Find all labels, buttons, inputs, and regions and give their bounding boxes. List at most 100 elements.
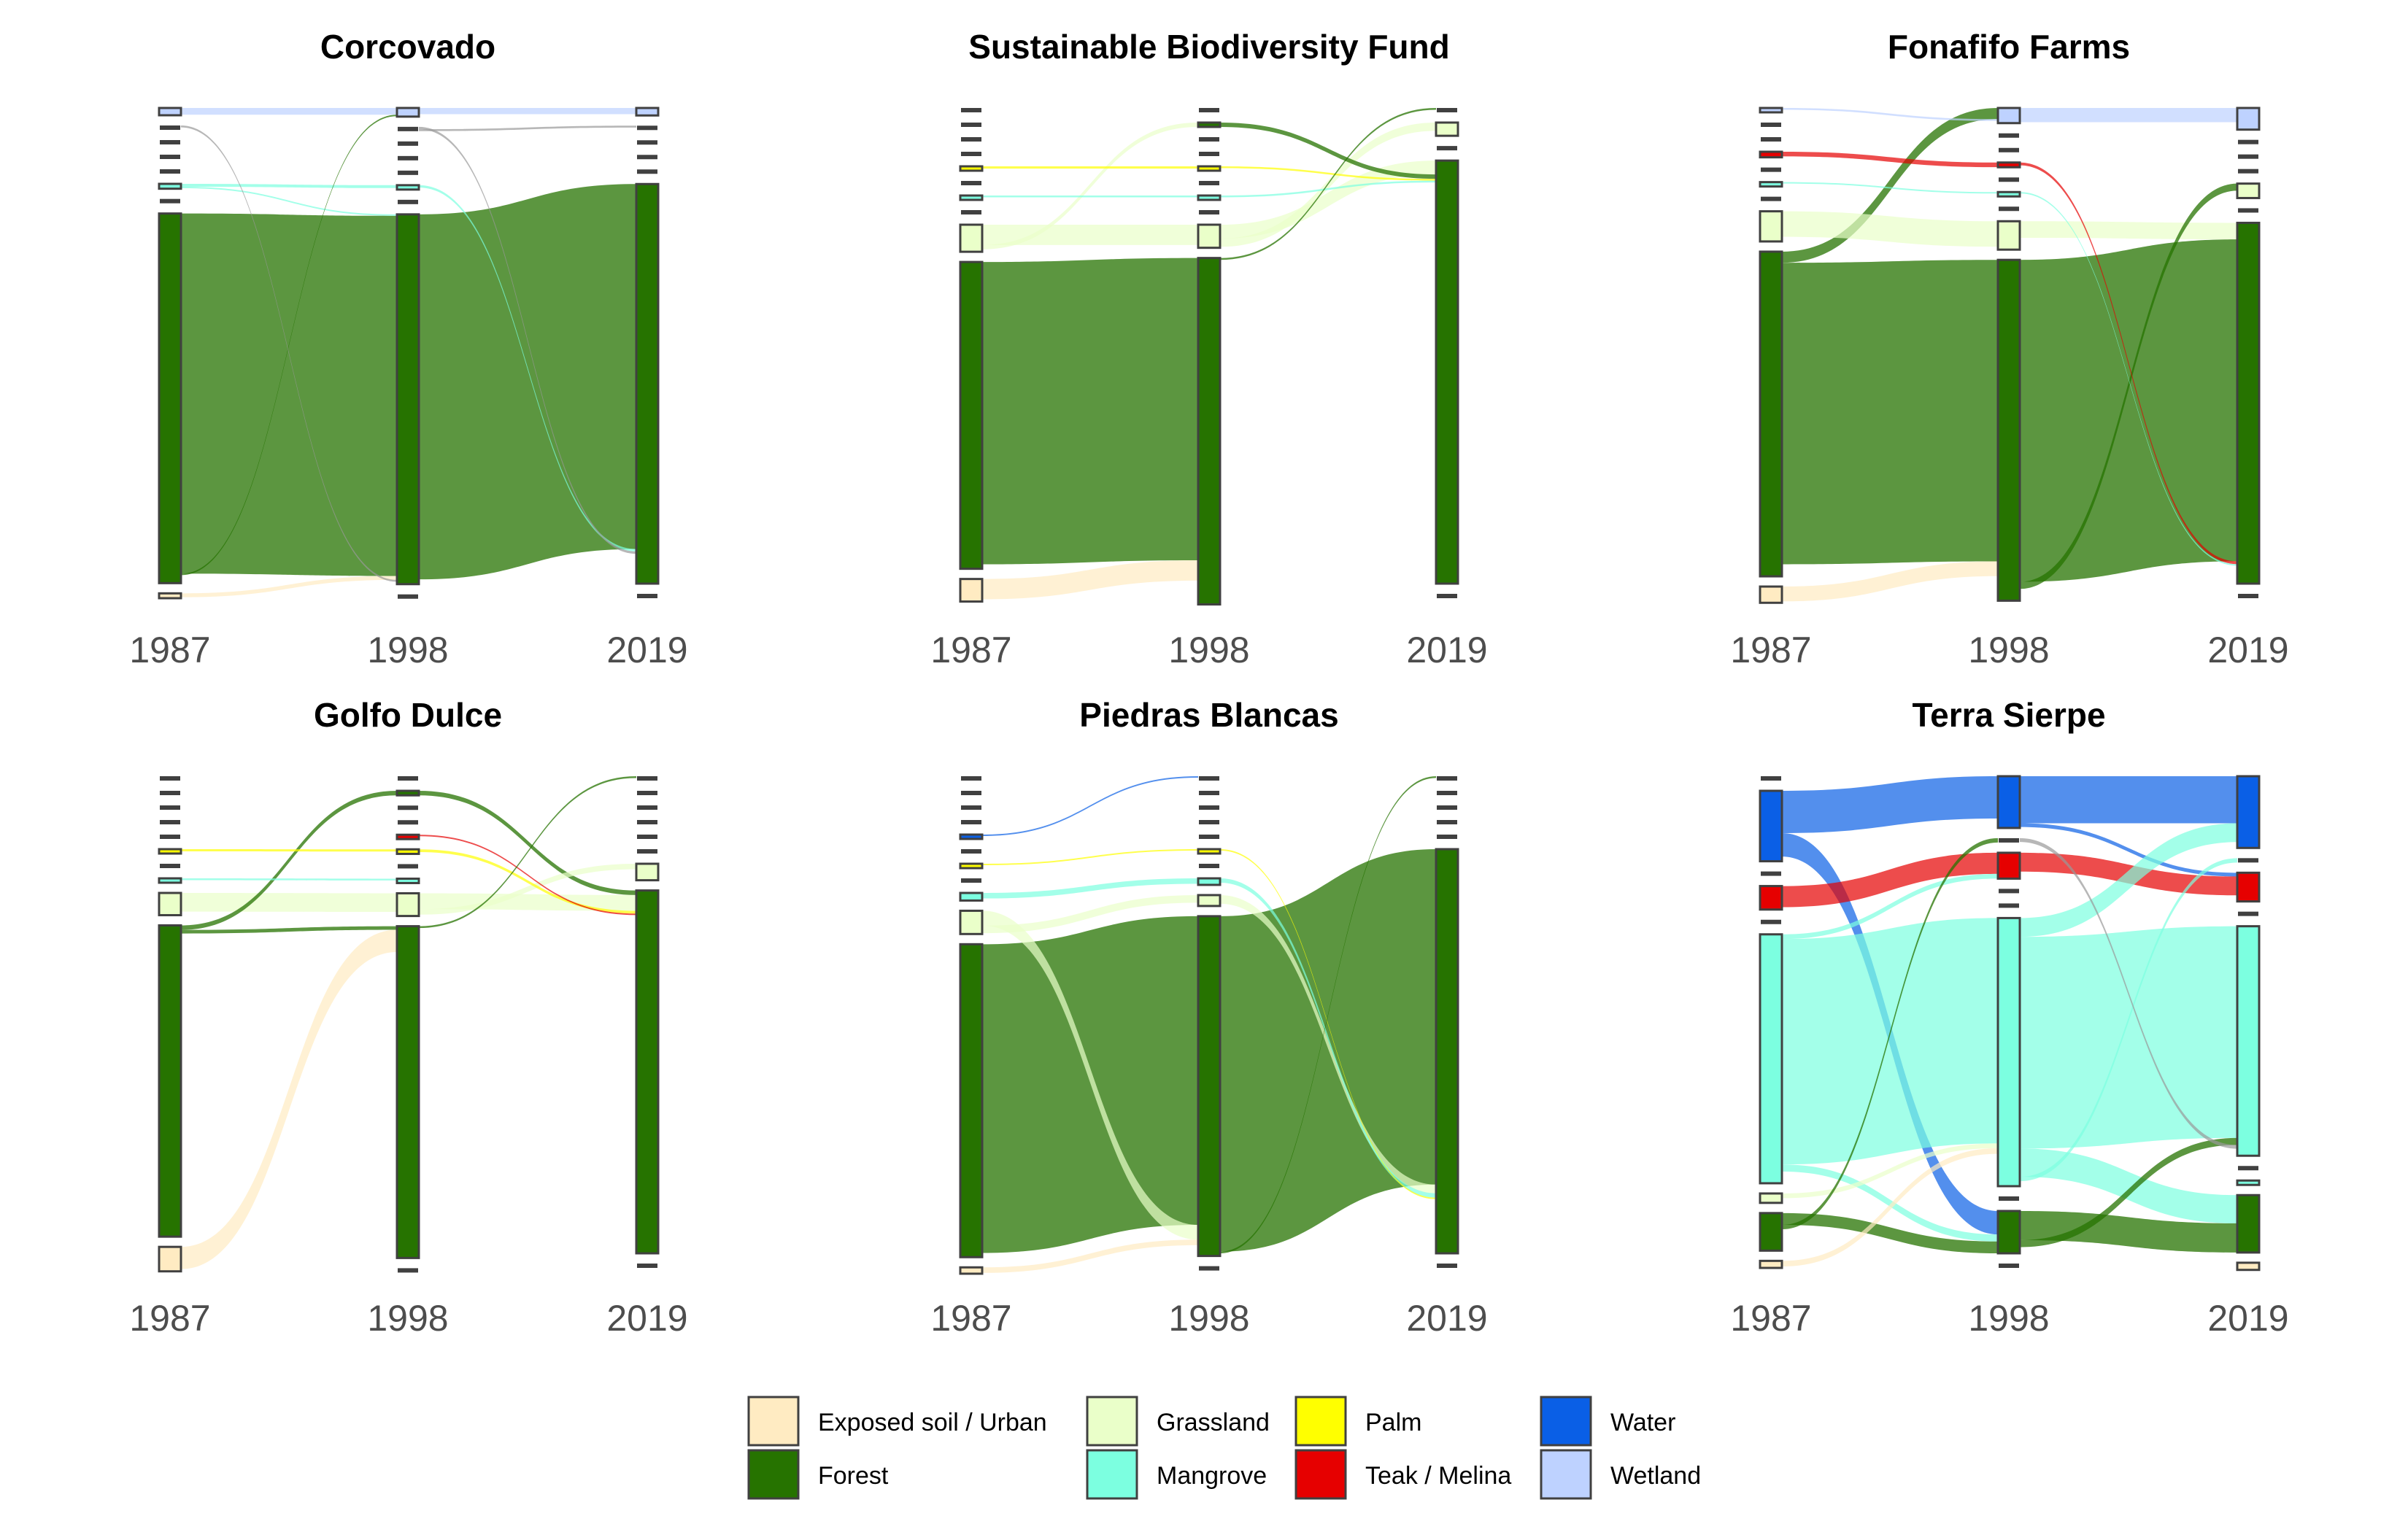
flow-forest-to-grassland bbox=[2020, 183, 2237, 589]
node-mangrove bbox=[1759, 933, 1783, 1185]
legend-swatch bbox=[1294, 1396, 1347, 1447]
panel-sustainable-biodiversity-fund: Sustainable Biodiversity Fund 1987 1998 201… bbox=[930, 28, 1487, 670]
flow-forest-to-forest bbox=[982, 916, 1198, 1253]
flow-grassland-to-forest bbox=[1220, 894, 1436, 1194]
node-forest bbox=[2236, 1194, 2261, 1254]
node-exposed bbox=[1759, 585, 1783, 604]
node-other bbox=[2238, 154, 2258, 159]
flows bbox=[1782, 108, 2237, 602]
node-grassland bbox=[1759, 1192, 1783, 1204]
node-other bbox=[398, 805, 418, 811]
panel-corcovado: Corcovado 1987 1998 2019 bbox=[129, 28, 687, 670]
flow-grassland-to-grassland bbox=[982, 894, 1198, 934]
panel-title: Golfo Dulce bbox=[314, 696, 502, 734]
flows bbox=[1782, 776, 2237, 1267]
flow-mangrove-to-mangrove bbox=[1782, 182, 1998, 194]
node-other bbox=[1199, 835, 1219, 839]
node-water bbox=[1996, 775, 2021, 829]
flow-water-to-water bbox=[1782, 776, 1998, 833]
nodes bbox=[1759, 107, 2261, 604]
node-mangrove bbox=[158, 182, 182, 190]
node-other bbox=[160, 835, 180, 839]
flow-exposed-to-forest bbox=[1782, 561, 1998, 602]
node-other bbox=[160, 791, 180, 795]
node-palm bbox=[959, 862, 984, 870]
node-other bbox=[1999, 147, 2019, 152]
node-other bbox=[160, 820, 180, 824]
flow-other-to-forest bbox=[419, 126, 636, 554]
node-other bbox=[160, 864, 180, 868]
node-other bbox=[637, 125, 657, 131]
node-wetland bbox=[1759, 107, 1783, 114]
node-forest bbox=[1197, 257, 1222, 606]
legend-label: Grassland bbox=[1157, 1409, 1270, 1436]
flow-grassland-to-mangrove bbox=[1782, 1143, 1998, 1199]
node-palm bbox=[395, 848, 420, 855]
node-other bbox=[1761, 137, 1781, 142]
node-forest bbox=[635, 182, 660, 585]
flow-other-to-mangrove bbox=[2020, 837, 2237, 1149]
flow-palm-to-forest bbox=[419, 849, 636, 914]
legend-item-grassland: Grassland bbox=[1086, 1396, 1270, 1447]
flow-forest-to-forest bbox=[181, 213, 397, 576]
flow-forest-to-other bbox=[1782, 837, 1998, 1230]
node-other bbox=[398, 594, 418, 599]
node-teak bbox=[2236, 871, 2261, 903]
node-other bbox=[1999, 889, 2019, 894]
legend-item-exposed: Exposed soil / Urban bbox=[747, 1396, 1047, 1447]
node-forest bbox=[635, 889, 660, 1255]
node-other bbox=[961, 791, 981, 795]
year-label: 2019 bbox=[2207, 630, 2288, 670]
node-other bbox=[1199, 210, 1219, 214]
flow-mangrove-to-forest bbox=[1220, 180, 1436, 198]
legend-label: Mangrove bbox=[1157, 1462, 1267, 1490]
node-other bbox=[1437, 594, 1457, 598]
node-forest bbox=[1759, 1212, 1783, 1252]
flow-forest-to-forest bbox=[1782, 1212, 1998, 1253]
node-other bbox=[1199, 1266, 1219, 1271]
node-other bbox=[1437, 108, 1457, 112]
node-other bbox=[398, 126, 418, 131]
node-forest bbox=[1996, 1210, 2021, 1255]
node-mangrove bbox=[2236, 1179, 2261, 1186]
legend-swatch bbox=[747, 1396, 800, 1447]
node-wetland bbox=[2236, 107, 2261, 131]
node-mangrove bbox=[1759, 181, 1783, 188]
flow-exposed-to-forest bbox=[181, 576, 397, 597]
node-other bbox=[1199, 108, 1219, 112]
flow-palm-to-palm bbox=[982, 166, 1198, 169]
legend-swatch bbox=[1294, 1449, 1347, 1500]
node-other bbox=[2238, 139, 2258, 144]
flow-forest-to-other bbox=[1220, 776, 1436, 1254]
flow-forest-to-forest bbox=[1220, 849, 1436, 1252]
flow-mangrove-to-mangrove bbox=[181, 878, 397, 881]
flow-mangrove-to-forest bbox=[2020, 192, 2237, 566]
node-forest bbox=[1435, 848, 1459, 1255]
node-mangrove bbox=[158, 877, 182, 884]
flows bbox=[181, 776, 636, 1269]
flows bbox=[982, 108, 1436, 600]
node-mangrove bbox=[1197, 877, 1222, 886]
node-mangrove bbox=[1996, 190, 2021, 198]
node-other bbox=[160, 776, 180, 781]
year-label: 2019 bbox=[1406, 1298, 1487, 1339]
flow-mangrove-to-forest bbox=[1782, 1164, 1998, 1242]
node-other bbox=[637, 594, 657, 598]
flow-teak-to-teak bbox=[1782, 152, 1998, 168]
node-other bbox=[1999, 837, 2019, 843]
node-other bbox=[398, 141, 418, 146]
flow-water-to-teak bbox=[2020, 823, 2237, 877]
panel-piedras-blancas: Piedras Blancas 1987 1998 2019 bbox=[930, 696, 1487, 1339]
node-other bbox=[961, 878, 981, 883]
node-other bbox=[961, 181, 981, 185]
node-other bbox=[1437, 791, 1457, 795]
flow-teak-to-forest bbox=[2020, 162, 2237, 565]
node-other bbox=[1199, 776, 1219, 781]
flow-wetland-to-wetland bbox=[2020, 108, 2237, 123]
node-other bbox=[961, 805, 981, 810]
flow-forest-to-wetland bbox=[1782, 108, 1998, 263]
node-other bbox=[398, 776, 418, 781]
panel-title: Piedras Blancas bbox=[1079, 696, 1338, 734]
node-other bbox=[1199, 152, 1219, 156]
node-teak bbox=[1996, 161, 2021, 169]
